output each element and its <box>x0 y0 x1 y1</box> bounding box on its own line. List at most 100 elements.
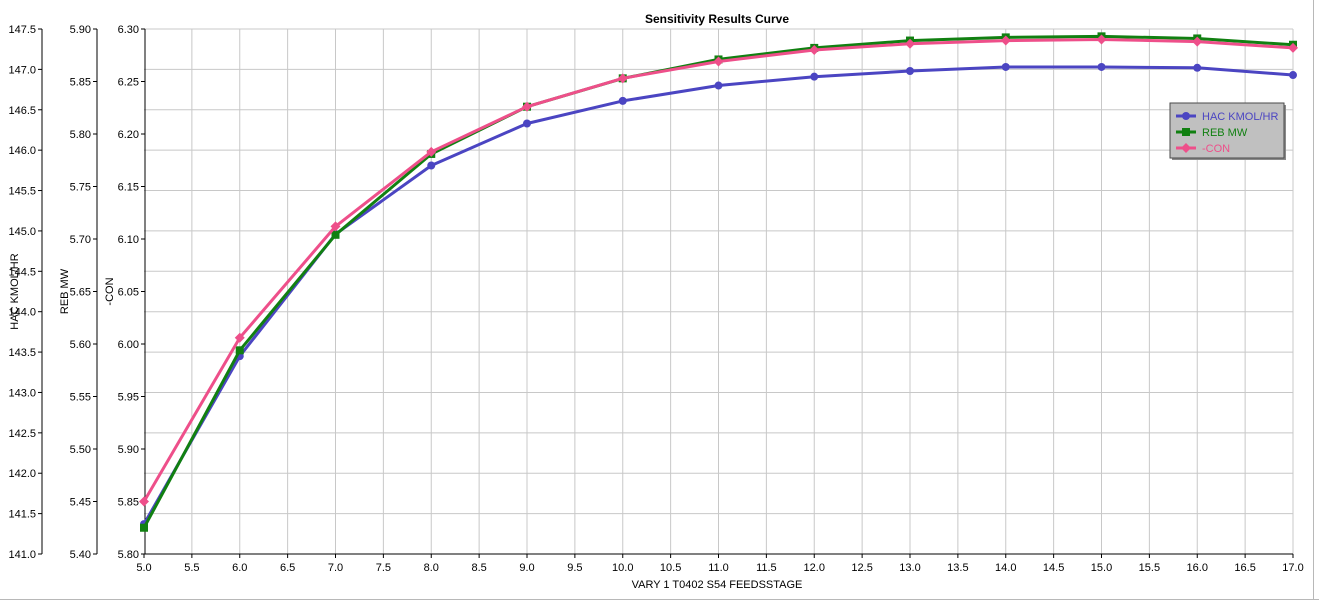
data-point <box>1288 42 1298 53</box>
x-tick-label: 5.5 <box>184 562 199 574</box>
data-point <box>617 73 628 84</box>
legend-entry: -CON <box>1202 143 1230 155</box>
x-tick-label: 12.5 <box>851 562 872 574</box>
x-tick-label: 13.5 <box>947 562 968 574</box>
x-tick-label: 16.0 <box>1187 562 1208 574</box>
series-2 <box>139 34 1298 507</box>
data-point <box>714 81 723 90</box>
x-tick-label: 14.0 <box>995 562 1016 574</box>
y-axis-title-2: -CON <box>104 277 116 305</box>
data-point <box>906 67 914 75</box>
x-tick-label: 6.5 <box>280 562 295 574</box>
data-point <box>618 96 627 105</box>
y-axis-title-0: HAC KMOL/HR <box>9 253 21 329</box>
data-point <box>713 56 724 67</box>
y-tick-label: 5.40 <box>70 549 91 561</box>
chart-title: Sensitivity Results Curve <box>645 12 789 26</box>
x-tick-label: 16.5 <box>1234 562 1255 574</box>
data-point <box>331 230 340 239</box>
y-tick-label: 6.05 <box>118 287 139 299</box>
y-tick-label: 5.90 <box>70 24 91 36</box>
legend-swatch-marker <box>1182 128 1190 136</box>
y-tick-label: 142.0 <box>8 468 36 480</box>
data-point <box>1097 62 1106 71</box>
x-tick-label: 7.5 <box>376 562 391 574</box>
data-point <box>1193 63 1202 72</box>
y-tick-label: 141.0 <box>8 549 36 561</box>
y-tick-label: 144.5 <box>8 266 36 278</box>
y-axis-title-1: REB MW <box>59 268 71 314</box>
data-point <box>905 38 915 49</box>
y-tick-label: 5.65 <box>70 287 91 299</box>
y-tick-label: 147.0 <box>8 64 36 76</box>
data-point <box>426 146 437 157</box>
y-tick-label: 143.0 <box>8 387 36 399</box>
x-tick-label: 11.5 <box>756 562 777 574</box>
x-tick-label: 14.5 <box>1043 562 1064 574</box>
x-tick-label: 7.0 <box>328 562 343 574</box>
y-tick-label: 141.5 <box>8 509 36 521</box>
data-point <box>427 161 436 170</box>
y-tick-label: 145.5 <box>8 186 36 198</box>
data-point <box>140 523 148 532</box>
x-tick-label: 8.0 <box>424 562 439 574</box>
x-tick-label: 11.0 <box>708 562 729 574</box>
data-point <box>522 101 532 112</box>
y-tick-label: 5.80 <box>70 129 91 141</box>
y-tick-label: 6.25 <box>118 77 139 89</box>
legend-swatch-marker <box>1181 143 1191 153</box>
legend-swatch-marker <box>1182 112 1190 120</box>
x-tick-label: 13.0 <box>899 562 920 574</box>
y-tick-label: 6.00 <box>118 339 139 351</box>
y-tick-label: 5.90 <box>118 444 139 456</box>
y-tick-label: 143.5 <box>8 347 36 359</box>
x-tick-label: 8.5 <box>471 562 486 574</box>
data-point <box>810 72 819 81</box>
y-tick-label: 5.95 <box>118 392 139 404</box>
y-tick-label: 5.70 <box>70 234 91 246</box>
y-tick-label: 147.5 <box>8 24 36 36</box>
y-tick-label: 5.80 <box>118 549 139 561</box>
y-tick-label: 142.5 <box>8 428 36 440</box>
y-tick-label: 5.75 <box>70 182 91 194</box>
y-tick-label: 5.85 <box>70 77 91 89</box>
x-tick-label: 10.0 <box>612 562 633 574</box>
data-point <box>235 346 244 355</box>
data-point <box>1289 71 1297 80</box>
x-tick-label: 15.5 <box>1139 562 1160 574</box>
data-point <box>139 496 149 507</box>
y-tick-label: 5.60 <box>70 339 91 351</box>
data-point <box>523 119 531 128</box>
data-point <box>1192 36 1203 47</box>
data-point <box>330 221 341 232</box>
x-tick-label: 10.5 <box>660 562 681 574</box>
y-tick-label: 146.0 <box>8 145 36 157</box>
x-tick-label: 6.0 <box>232 562 247 574</box>
legend-entry: HAC KMOL/HR <box>1202 111 1278 123</box>
y-tick-label: 5.85 <box>118 497 139 509</box>
x-tick-label: 15.0 <box>1091 562 1112 574</box>
x-tick-label: 9.5 <box>567 562 582 574</box>
y-tick-label: 6.15 <box>118 182 139 194</box>
y-tick-label: 6.20 <box>118 129 139 141</box>
x-tick-label: 12.0 <box>804 562 825 574</box>
data-point <box>1001 62 1010 71</box>
data-point <box>1000 35 1011 46</box>
x-axis-title: VARY 1 T0402 S54 FEEDSSTAGE <box>632 579 803 591</box>
legend-entry: REB MW <box>1202 127 1248 139</box>
y-tick-label: 6.10 <box>118 234 139 246</box>
x-tick-label: 9.0 <box>519 562 534 574</box>
y-tick-label: 6.30 <box>118 24 139 36</box>
y-tick-label: 5.45 <box>70 497 91 509</box>
y-tick-label: 5.50 <box>70 444 91 456</box>
y-tick-label: 145.0 <box>8 226 36 238</box>
x-tick-label: 17.0 <box>1282 562 1303 574</box>
data-point <box>1096 34 1107 45</box>
x-tick-label: 5.0 <box>136 562 151 574</box>
y-tick-label: 146.5 <box>8 105 36 117</box>
data-point <box>234 332 245 343</box>
data-point <box>809 45 820 55</box>
y-tick-label: 144.0 <box>8 307 36 319</box>
